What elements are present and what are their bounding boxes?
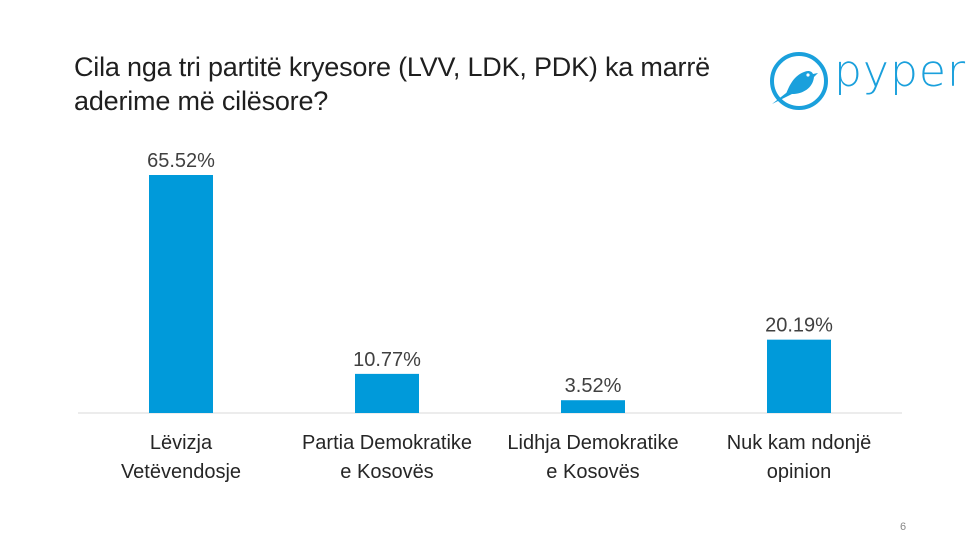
bars-group bbox=[149, 175, 831, 413]
data-label-2: 10.77% bbox=[353, 349, 421, 371]
category-label-3: Lidhja Demokratike e Kosovës bbox=[507, 432, 678, 483]
category-label-line: Vetëvendosje bbox=[121, 461, 241, 483]
category-label-line: Partia Demokratike bbox=[302, 432, 472, 454]
data-label-3: 3.52% bbox=[565, 375, 622, 397]
chart-title: Cila nga tri partitë kryesore (LVV, LDK,… bbox=[74, 52, 710, 116]
category-label-line: e Kosovës bbox=[546, 461, 639, 483]
data-label-1: 65.52% bbox=[147, 150, 215, 172]
category-label-line: Nuk kam ndonjë bbox=[727, 432, 872, 454]
category-label-2: Partia Demokratike e Kosovës bbox=[302, 432, 472, 483]
category-labels-group: Lëvizja Vetëvendosje Partia Demokratike e K… bbox=[121, 432, 871, 483]
bar-3 bbox=[561, 400, 625, 413]
bar-1 bbox=[149, 175, 213, 413]
category-label-4: Nuk kam ndonjë opinion bbox=[727, 432, 872, 483]
page-number: 6 bbox=[900, 521, 907, 533]
bar-4 bbox=[767, 339, 831, 413]
category-label-1: Lëvizja Vetëvendosje bbox=[121, 432, 241, 483]
bar-2 bbox=[355, 373, 419, 413]
category-label-line: Lidhja Demokratike bbox=[507, 432, 678, 454]
category-label-line: Lëvizja bbox=[150, 432, 213, 454]
bird-icon bbox=[770, 52, 828, 110]
pyper-logo: pyper bbox=[768, 46, 965, 112]
data-labels-group: 65.52% 10.77% 3.52% 20.19% bbox=[147, 150, 833, 397]
category-label-line: e Kosovës bbox=[340, 461, 433, 483]
data-label-4: 20.19% bbox=[765, 315, 833, 337]
category-label-line: opinion bbox=[767, 461, 832, 483]
logo-text: pyper bbox=[834, 46, 967, 97]
